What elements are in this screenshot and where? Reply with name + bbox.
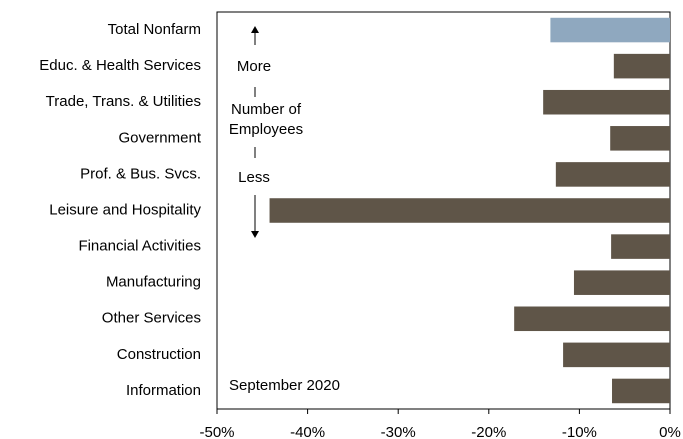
annotation: More [237,58,271,75]
y-tick-label: Financial Activities [78,238,201,255]
annotation: Employees [229,121,303,138]
x-tick-label: -30% [381,424,416,439]
y-tick-label: Other Services [102,310,201,327]
annotation: Number of [231,101,302,118]
y-tick-label: Construction [117,346,201,363]
bar [563,342,670,368]
y-tick-label: Leisure and Hospitality [49,201,201,218]
x-tick-label: -40% [290,424,325,439]
x-tick-label: -50% [199,424,234,439]
y-tick-label: Educ. & Health Services [39,57,201,74]
x-tick-label: -20% [471,424,506,439]
bar [269,198,670,223]
arrow-down-head [251,231,259,238]
y-tick-label: Manufacturing [106,274,201,291]
bar [550,17,670,43]
y-tick-label: Trade, Trans. & Utilities [46,93,201,110]
bar [555,162,670,187]
bar [543,89,670,115]
y-tick-label: Information [126,382,201,399]
y-tick-label: Total Nonfarm [108,21,201,38]
bar [514,306,670,332]
y-tick-label: Prof. & Bus. Svcs. [80,165,201,182]
y-tick-label: Government [118,129,201,146]
bar [610,126,670,151]
bar [613,53,670,79]
annotation: September 2020 [229,377,340,394]
bar [612,378,670,404]
arrow-up-head [251,26,259,33]
bar [573,270,670,295]
bar [611,234,670,259]
x-tick-label: 0% [659,424,681,439]
x-tick-label: -10% [562,424,597,439]
annotation: Less [238,169,270,186]
